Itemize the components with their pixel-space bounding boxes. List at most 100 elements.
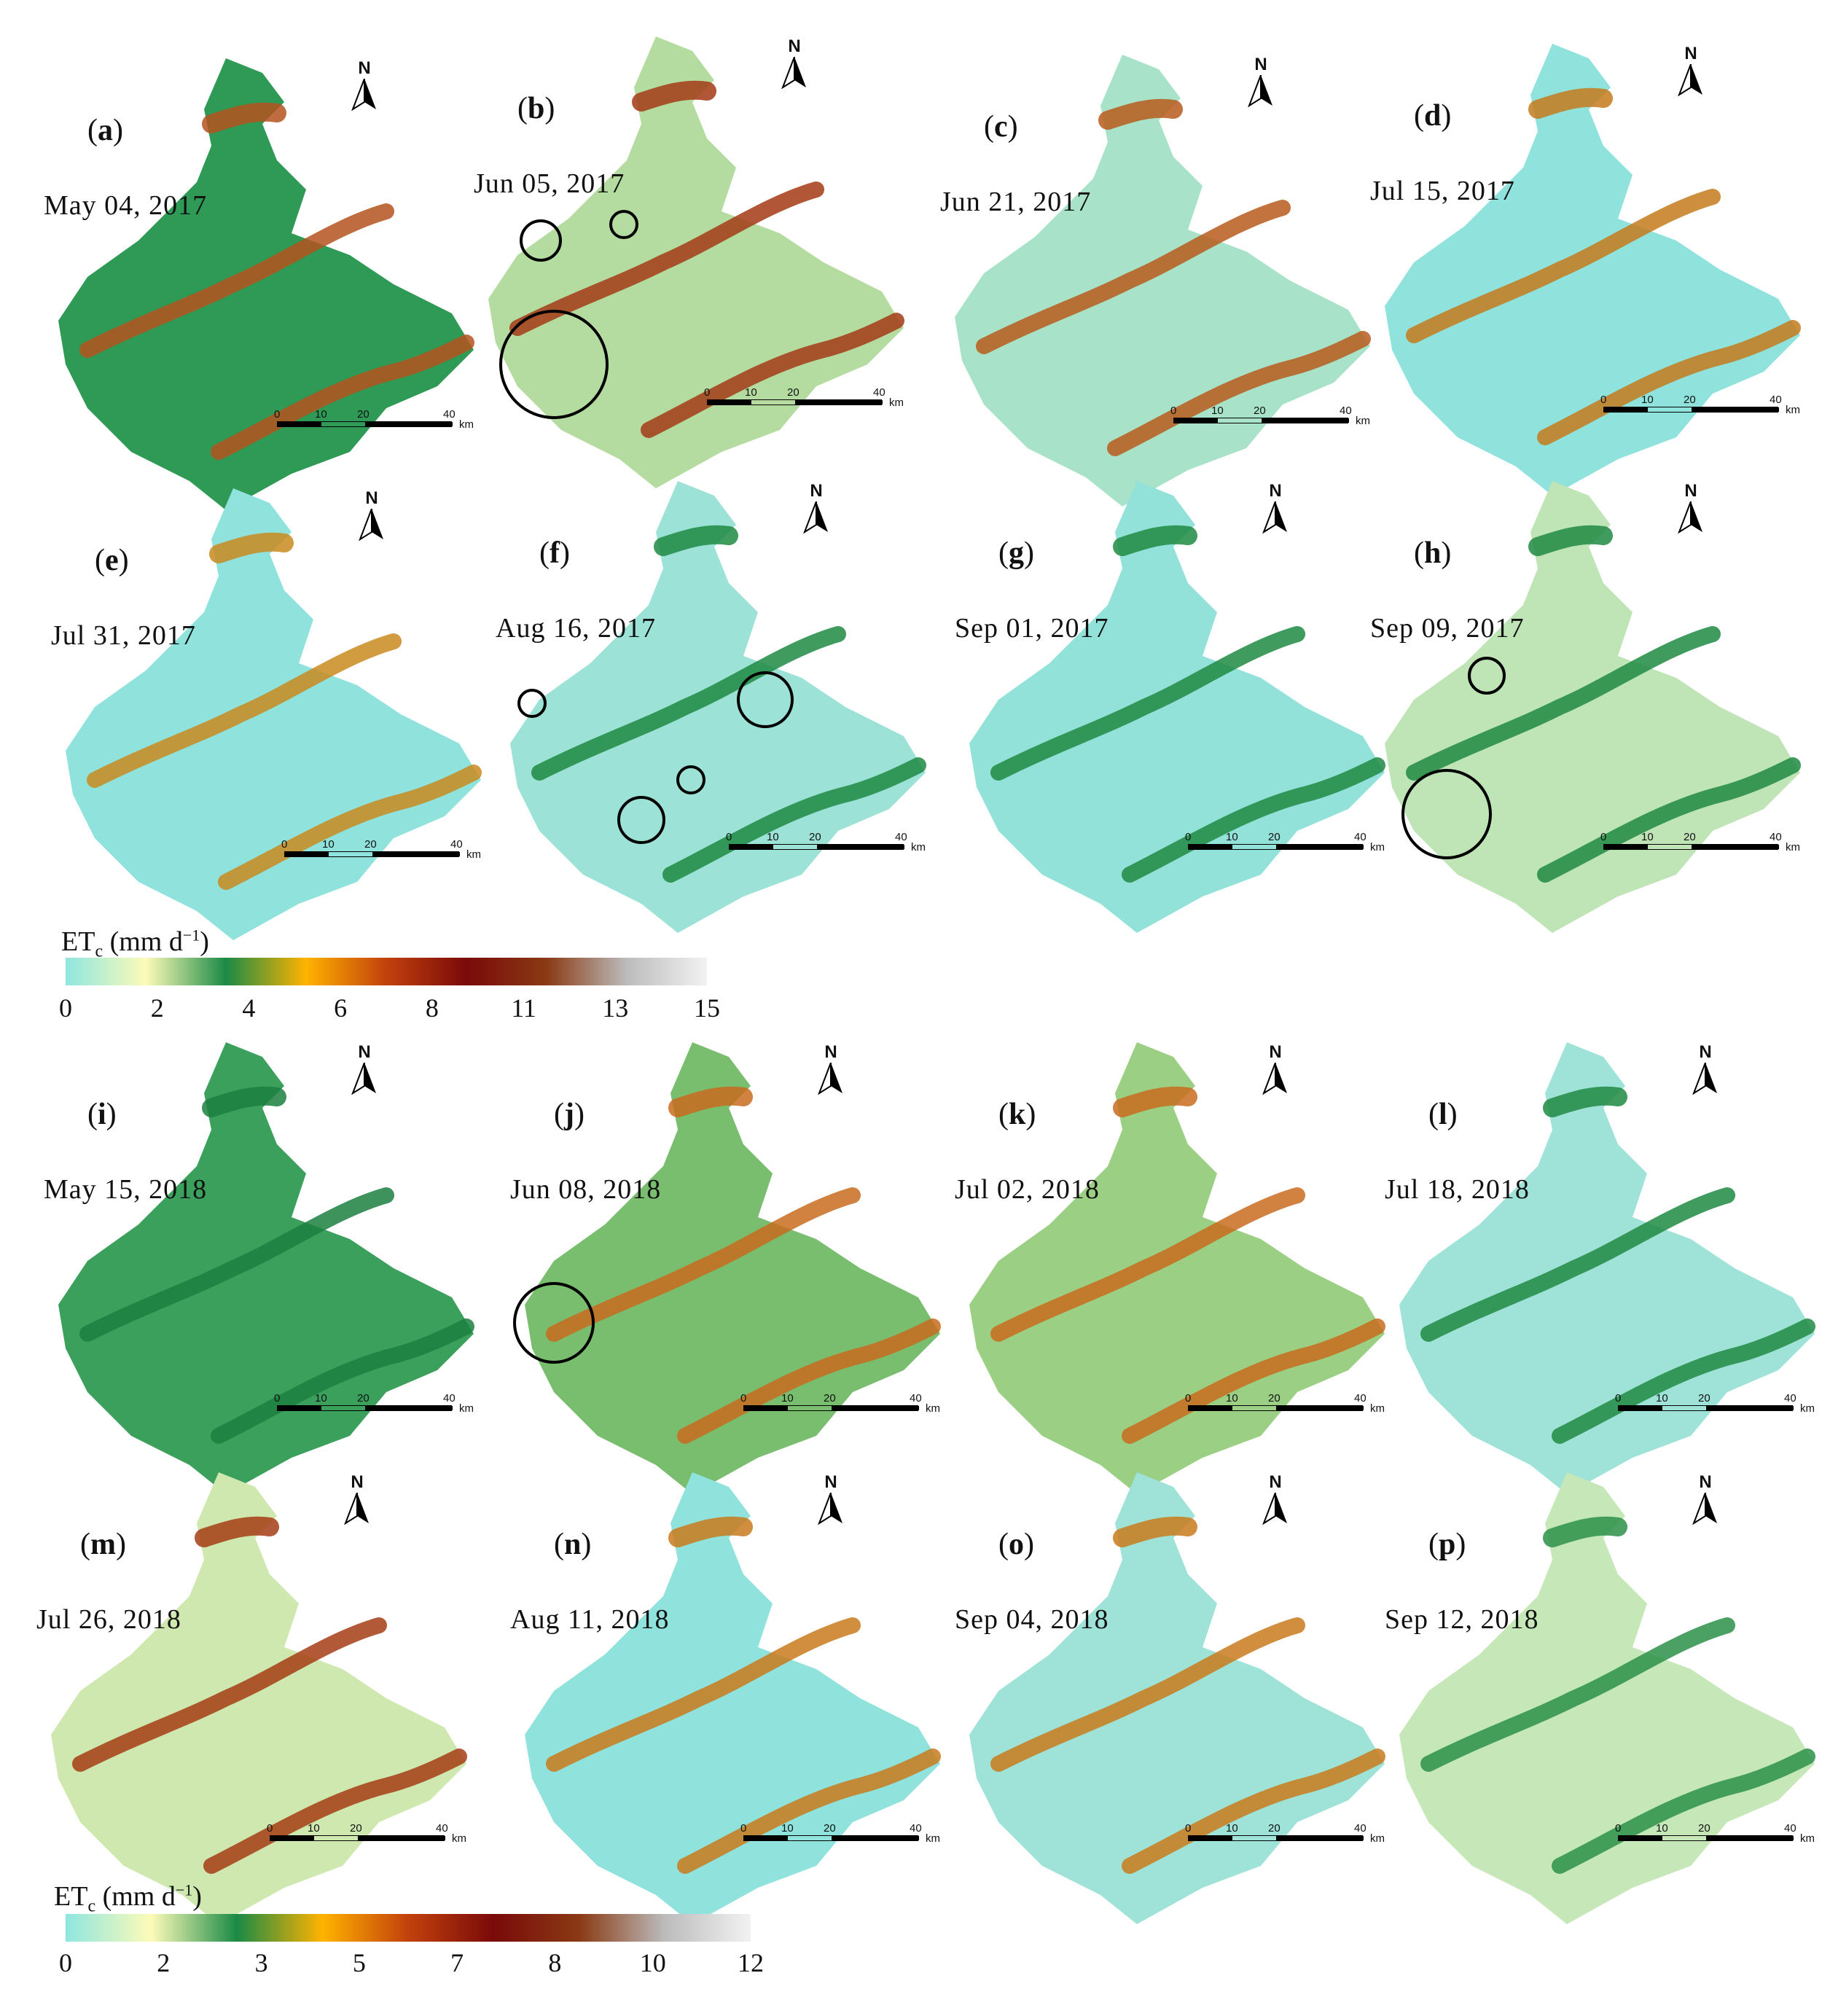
panel-letter: (j) [554,1098,584,1131]
legend-tick-label: 0 [59,993,72,1023]
valley-band [1113,525,1197,556]
valley-band [546,1617,861,1772]
legend-tick-label: 4 [242,993,256,1023]
valley-band [195,1516,279,1547]
map-panel-b: (b) Jun 05, 2017 N 0 10 20 40 km [474,22,911,488]
north-arrow-icon: N [350,58,379,112]
legend-tick-label: 0 [59,1948,72,1977]
highlight-circle [513,1282,595,1364]
color-ramp-bar [66,958,707,985]
map-panel-j: (j) Jun 08, 2018 N 0 10 20 40 km [510,1028,947,1494]
region-map [58,1042,474,1494]
panel-letter: (f) [539,536,570,570]
date-label: Sep 01, 2017 [955,613,1109,644]
north-arrow-icon: N [343,1472,372,1525]
date-label: Aug 11, 2018 [510,1604,670,1635]
panel-letter: (l) [1428,1098,1458,1131]
date-label: Jul 26, 2018 [36,1604,181,1635]
legend-tick-label: 2 [150,993,164,1023]
highlight-circle [737,671,794,728]
legend-tick-label: 8 [548,1948,562,1977]
panel-letter: (k) [998,1098,1036,1131]
north-arrow-icon: N [1676,44,1705,97]
valley-band [1406,189,1721,343]
legend-tick-label: 3 [254,1948,268,1977]
valley-band [976,200,1291,354]
region-shape [969,481,1385,933]
date-label: Sep 09, 2017 [1370,613,1525,644]
scale-bar: 0 10 20 40 km [726,831,926,853]
legend-tick-label: 8 [425,993,439,1023]
panel-letter: (o) [998,1528,1034,1561]
color-ramp-bar [66,1914,751,1942]
date-label: May 04, 2017 [44,190,208,221]
north-arrow-icon: N [816,1472,845,1525]
map-panel-c: (c) Jun 21, 2017 N 0 10 20 40 km [940,40,1377,507]
date-label: Sep 04, 2018 [955,1604,1109,1635]
valley-band [1122,757,1385,883]
scale-bar: 0 10 20 40 km [281,838,481,861]
map-panel-k: (k) Jul 02, 2018 N 0 10 20 40 km [955,1028,1392,1494]
scale-bar: 0 10 20 40 km [1615,1392,1815,1415]
valley-band [1528,525,1613,556]
legend-color-ramp [66,1914,751,1942]
north-arrow-icon: N [1691,1042,1720,1095]
region-shape [66,488,481,940]
region-map [969,1042,1385,1494]
panel-letter: (m) [80,1528,126,1561]
date-label: Jun 05, 2017 [474,168,625,199]
region-shape [58,1042,474,1494]
north-arrow-icon: N [802,481,831,534]
valley-band [677,1749,941,1874]
date-label: Aug 16, 2017 [496,613,656,644]
region-map [1385,44,1801,496]
north-arrow-icon: N [1676,481,1705,534]
valley-band [79,1187,394,1342]
region-map [969,1472,1385,1924]
region-map [510,481,926,933]
highlight-circle [520,219,562,262]
region-shape [1399,1042,1815,1494]
region-map [955,55,1371,507]
highlight-circle [1468,657,1506,695]
date-label: Jun 08, 2018 [510,1174,662,1205]
legend-tick-label: 11 [511,993,536,1023]
legend-tick-label: 12 [738,1948,764,1977]
valley-band [1552,1318,1815,1444]
scale-bar: 0 10 20 40 km [1170,405,1370,427]
scale-bar: 0 10 20 40 km [1600,394,1800,416]
legend-tick-label: 5 [352,1948,366,1977]
panel-letter: (a) [87,114,123,147]
valley-band [1528,87,1613,119]
highlight-circle [676,765,705,794]
region-map [525,1042,941,1494]
valley-band [1537,320,1801,445]
map-panel-i: (i) May 15, 2018 N 0 10 20 40 km [44,1028,481,1494]
region-shape [51,1472,466,1924]
region-map [51,1472,467,1924]
valley-band [1552,1749,1815,1874]
region-map [66,488,482,940]
panel-letter: (i) [87,1098,117,1131]
legend-title: ETc (mm d−1) [54,1880,202,1916]
date-label: Jul 15, 2017 [1370,176,1515,206]
panel-letter: (p) [1428,1528,1466,1561]
valley-band [203,1749,467,1874]
scale-bar: 0 10 20 40 km [1615,1822,1815,1845]
valley-band [1113,1086,1197,1117]
valley-band [1420,1617,1735,1772]
valley-band [990,1617,1305,1772]
date-label: Jul 18, 2018 [1385,1174,1530,1205]
valley-band [1420,1187,1735,1342]
valley-band [677,1318,941,1444]
valley-band [72,1617,387,1772]
highlight-circle [617,796,665,844]
date-label: Jul 02, 2018 [955,1174,1100,1205]
highlight-circle [609,210,638,239]
region-shape [525,1042,940,1494]
map-panel-e: (e) Jul 31, 2017 N 0 10 20 40 km [51,474,488,940]
scale-bar: 0 10 20 40 km [704,386,904,409]
map-panel-d: (d) Jul 15, 2017 N 0 10 20 40 km [1370,29,1807,496]
valley-band [211,1318,474,1444]
scale-bar: 0 10 20 40 km [740,1822,940,1845]
